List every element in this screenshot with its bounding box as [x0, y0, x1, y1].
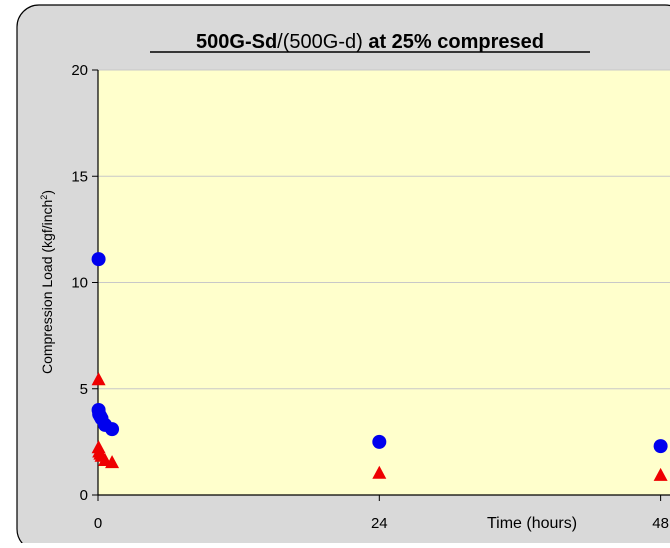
- data-points: [91, 252, 668, 481]
- series-1-point-0: [91, 372, 106, 386]
- series-1-point-6: [105, 455, 120, 469]
- y-tick-label-4: 20: [71, 62, 88, 79]
- series-0-point-0: [91, 252, 106, 267]
- series-0-point-7: [372, 434, 387, 449]
- grid-lines: [98, 69, 670, 390]
- x-tick-label-1: 24: [371, 515, 388, 532]
- title-part-b: at 25% compresed: [363, 31, 544, 53]
- tick-labels: 0 5 10 15 20 0 24 48: [71, 62, 669, 532]
- x-tick-label-2: 48: [652, 515, 669, 532]
- chart-title: 500G-Sd/(500G-d) at 25% compresed: [196, 31, 544, 53]
- y-tick-label-0: 0: [80, 487, 88, 504]
- series-1-point-7: [372, 465, 387, 479]
- series-0-point-6: [105, 422, 120, 437]
- series-1-point-8: [653, 467, 668, 481]
- x-axis-label: Time (hours): [487, 515, 577, 532]
- y-tick-label-1: 5: [80, 381, 88, 398]
- y-axis-label-end: ): [39, 190, 55, 195]
- y-axis-label-sup: 2: [39, 195, 49, 200]
- x-tick-label-0: 0: [94, 515, 102, 532]
- title-part-plain: /(500G-d): [277, 31, 363, 53]
- series-0-point-8: [653, 439, 668, 454]
- y-tick-label-3: 15: [71, 168, 88, 185]
- y-axis-label-main: Compression Load (kgf/inch: [39, 200, 55, 374]
- y-axis-label: Compression Load (kgf/inch2): [39, 190, 55, 374]
- y-tick-label-2: 10: [71, 275, 88, 292]
- title-part-a: 500G-Sd: [196, 31, 277, 53]
